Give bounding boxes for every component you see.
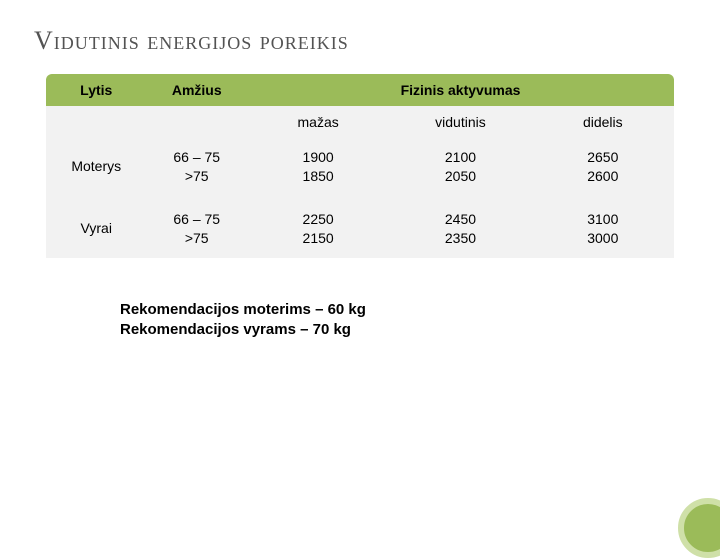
- table-container: Lytis Amžius Fizinis aktyvumas mažas vid…: [34, 74, 686, 258]
- header-amzius: Amžius: [146, 74, 246, 106]
- cell-amzius: 66 – 75>75: [146, 196, 246, 258]
- note-line-2: Rekomendacijos vyrams – 70 kg: [120, 320, 686, 340]
- cell-mazas: 19001850: [247, 138, 389, 196]
- cell-vidutinis: 24502350: [389, 196, 531, 258]
- cell-amzius: 66 – 75>75: [146, 138, 246, 196]
- notes: Rekomendacijos moterims – 60 kg Rekomend…: [120, 300, 686, 341]
- note-line-1: Rekomendacijos moterims – 60 kg: [120, 300, 686, 320]
- table-header-row: Lytis Amžius Fizinis aktyvumas: [46, 74, 674, 106]
- header-lytis: Lytis: [46, 74, 146, 106]
- subheader-mazas: mažas: [247, 106, 389, 138]
- cell-mazas: 22502150: [247, 196, 389, 258]
- slide: Vidutinis energijos poreikis Lytis Amžiu…: [0, 0, 720, 540]
- subheader-blank2: [146, 106, 246, 138]
- subheader-blank1: [46, 106, 146, 138]
- header-fizinis: Fizinis aktyvumas: [247, 74, 674, 106]
- page-title: Vidutinis energijos poreikis: [34, 26, 686, 56]
- table-subheader-row: mažas vidutinis didelis: [46, 106, 674, 138]
- cell-vidutinis: 21002050: [389, 138, 531, 196]
- cell-lytis: Moterys: [46, 138, 146, 196]
- table-row: Moterys 66 – 75>75 19001850 21002050 265…: [46, 138, 674, 196]
- table-row: Vyrai 66 – 75>75 22502150 24502350 31003…: [46, 196, 674, 258]
- cell-lytis: Vyrai: [46, 196, 146, 258]
- cell-didelis: 26502600: [532, 138, 674, 196]
- subheader-didelis: didelis: [532, 106, 674, 138]
- cell-didelis: 31003000: [532, 196, 674, 258]
- energy-table: Lytis Amžius Fizinis aktyvumas mažas vid…: [46, 74, 674, 258]
- corner-circle-icon: [678, 498, 720, 558]
- subheader-vidutinis: vidutinis: [389, 106, 531, 138]
